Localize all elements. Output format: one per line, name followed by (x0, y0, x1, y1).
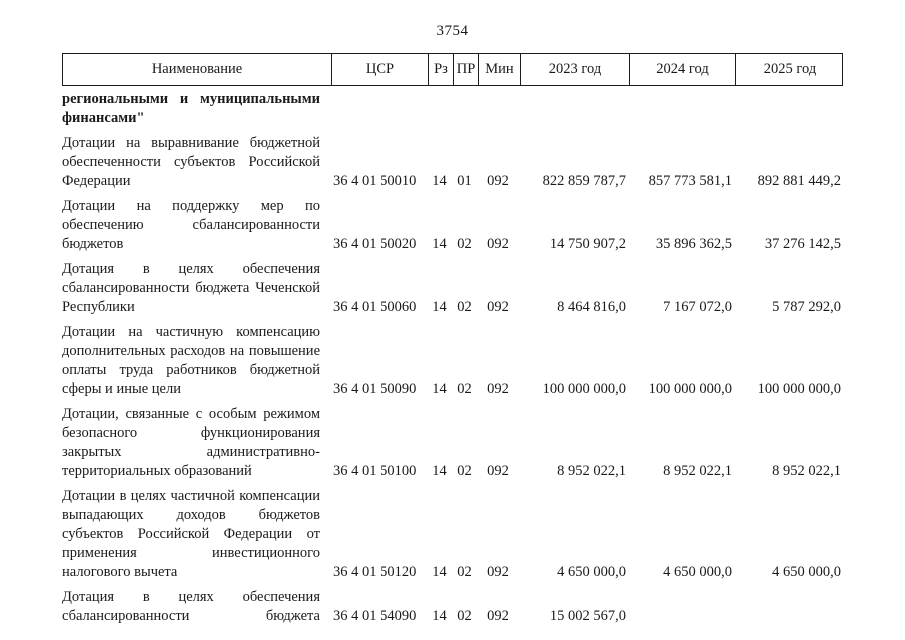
cell-2025: 5 787 292,0 (772, 299, 841, 315)
cell-2023: 14 750 907,2 (549, 236, 626, 252)
header-csr: ЦСР (331, 54, 428, 85)
cell-rz: 14 (432, 381, 447, 397)
cell-name: Дотации в целях частичной компенсации вы… (62, 488, 320, 580)
table-row: Дотация в целях обеспечения сбалансирова… (62, 260, 843, 317)
cell-2024: 8 952 022,1 (663, 463, 732, 479)
cell-csr: 36 4 01 50020 (333, 236, 417, 252)
cell-pr: 02 (457, 236, 472, 252)
cell-2024: 857 773 581,1 (648, 173, 732, 189)
cell-pr: 02 (457, 608, 472, 624)
cell-2023: 4 650 000,0 (557, 564, 626, 580)
header-2025: 2025 год (735, 54, 844, 85)
cell-name: Дотации на поддержку мер по обеспечению … (62, 198, 320, 252)
cell-2025: 100 000 000,0 (757, 381, 841, 397)
cell-rz: 14 (432, 564, 447, 580)
cell-pr: 01 (457, 173, 472, 189)
cell-2025: 892 881 449,2 (757, 173, 841, 189)
cell-rz: 14 (432, 236, 447, 252)
cell-2023: 100 000 000,0 (542, 381, 626, 397)
cell-min: 092 (487, 173, 509, 189)
cell-pr: 02 (457, 299, 472, 315)
cell-min: 092 (487, 564, 509, 580)
cell-2023: 822 859 787,7 (542, 173, 626, 189)
cell-name: Дотации на выравнивание бюджетной обеспе… (62, 135, 320, 189)
cell-2024: 7 167 072,0 (663, 299, 732, 315)
header-min: Мин (478, 54, 520, 85)
page-number: 3754 (436, 23, 469, 39)
header-name: Наименование (151, 61, 243, 77)
table-row: Дотации на частичную компенсацию дополни… (62, 323, 843, 399)
cell-name: Дотации, связанные с особым режимом безо… (62, 406, 320, 479)
cell-min: 092 (487, 299, 509, 315)
table-row: региональными и муниципальными финансами… (62, 90, 843, 128)
cell-csr: 36 4 01 50060 (333, 299, 417, 315)
header-pr: ПР (453, 54, 478, 85)
header-2024: 2024 год (629, 54, 735, 85)
cell-name: Дотация в целях обеспечения сбалансирова… (62, 261, 320, 315)
cell-name: Дотация в целях обеспечения сбалансирова… (62, 589, 320, 624)
cell-pr: 02 (457, 381, 472, 397)
cell-min: 092 (487, 608, 509, 624)
cell-name: Дотации на частичную компенсацию дополни… (62, 324, 320, 397)
cell-pr: 02 (457, 564, 472, 580)
cell-csr: 36 4 01 50090 (333, 381, 417, 397)
cell-2024: 4 650 000,0 (663, 564, 732, 580)
cell-2023: 8 952 022,1 (557, 463, 626, 479)
cell-rz: 14 (432, 463, 447, 479)
cell-csr: 36 4 01 50120 (333, 564, 417, 580)
cell-csr: 36 4 01 50010 (333, 173, 417, 189)
table-row: Дотация в целях обеспечения сбалансирова… (62, 588, 843, 626)
table-header-row: Наименование ЦСР Рз ПР Мин 2023 год 2024… (62, 53, 843, 86)
header-rz: Рз (428, 54, 453, 85)
cell-2023: 15 002 567,0 (549, 608, 626, 624)
header-2023: 2023 год (520, 54, 629, 85)
cell-rz: 14 (432, 173, 447, 189)
cell-2024: 100 000 000,0 (648, 381, 732, 397)
table-row: Дотации на выравнивание бюджетной обеспе… (62, 134, 843, 191)
cell-rz: 14 (432, 299, 447, 315)
cell-pr: 02 (457, 463, 472, 479)
cell-min: 092 (487, 381, 509, 397)
cell-name: региональными и муниципальными финансами… (62, 91, 320, 126)
cell-csr: 36 4 01 54090 (333, 608, 417, 624)
table-row: Дотации в целях частичной компенсации вы… (62, 487, 843, 582)
budget-table: Наименование ЦСР Рз ПР Мин 2023 год 2024… (0, 53, 905, 626)
cell-2024: 35 896 362,5 (655, 236, 732, 252)
cell-min: 092 (487, 236, 509, 252)
cell-2025: 8 952 022,1 (772, 463, 841, 479)
table-row: Дотации на поддержку мер по обеспечению … (62, 197, 843, 254)
cell-min: 092 (487, 463, 509, 479)
cell-csr: 36 4 01 50100 (333, 463, 417, 479)
cell-2023: 8 464 816,0 (557, 299, 626, 315)
cell-2025: 37 276 142,5 (764, 236, 841, 252)
cell-rz: 14 (432, 608, 447, 624)
table-row: Дотации, связанные с особым режимом безо… (62, 405, 843, 481)
cell-2025: 4 650 000,0 (772, 564, 841, 580)
